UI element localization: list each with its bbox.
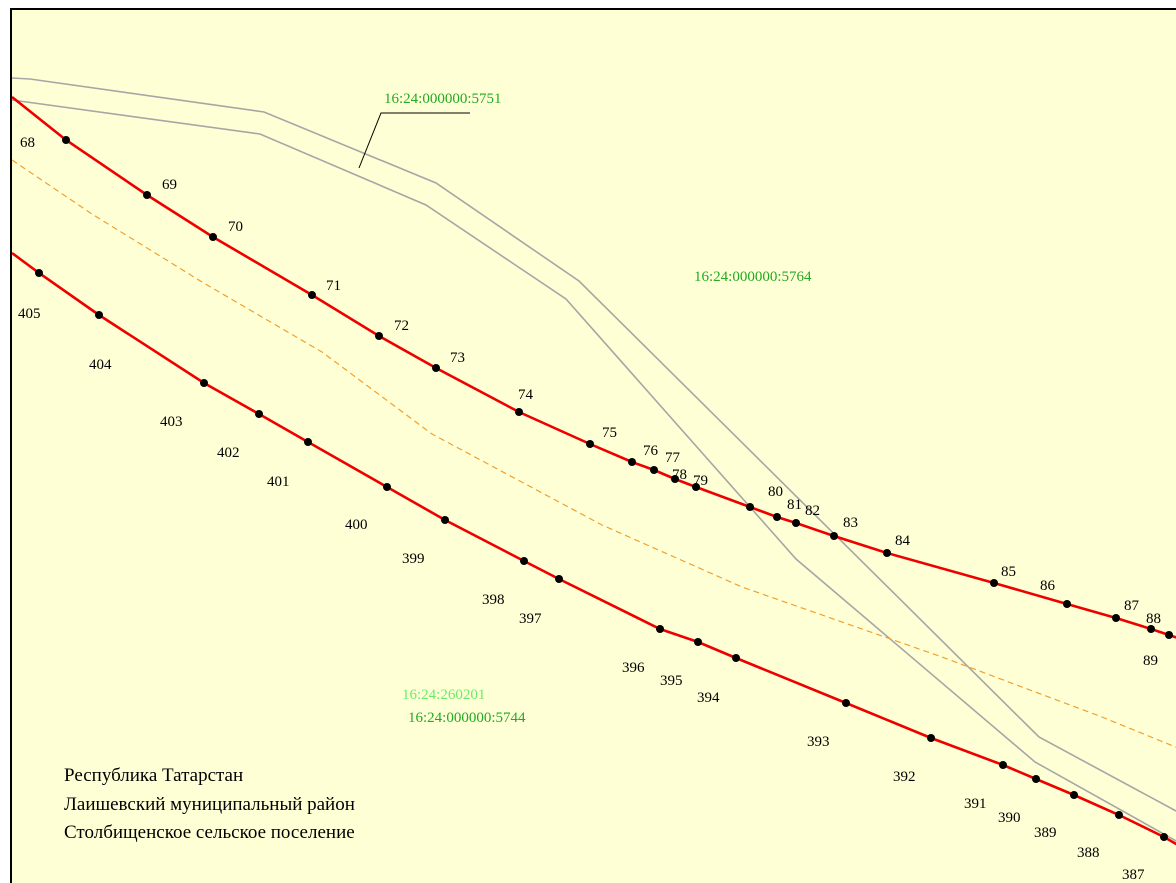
vertex-points bbox=[35, 136, 1173, 841]
upper-point-label-73: 73 bbox=[450, 350, 465, 366]
region-line-settlement: Столбищенское сельское поселение bbox=[64, 822, 355, 843]
parcel-label-5744[interactable]: 16:24:000000:5744 bbox=[408, 710, 526, 726]
lower-point-label-405: 405 bbox=[18, 306, 41, 322]
lower-point-label-392: 392 bbox=[893, 769, 916, 785]
lower-point-label-399: 399 bbox=[402, 551, 425, 567]
upper-point-label-80: 80 bbox=[768, 484, 783, 500]
upper-point-68[interactable] bbox=[62, 136, 70, 144]
boundary-line-upper bbox=[12, 95, 1176, 639]
upper-point-label-79: 79 bbox=[693, 473, 708, 489]
upper-point-label-69: 69 bbox=[162, 177, 177, 193]
upper-point-label-89: 89 bbox=[1143, 653, 1158, 669]
lower-point-387[interactable] bbox=[1160, 833, 1168, 841]
lower-point-label-403: 403 bbox=[160, 414, 183, 430]
lower-point-388[interactable] bbox=[1115, 811, 1123, 819]
lower-point-404[interactable] bbox=[95, 311, 103, 319]
upper-point-label-83: 83 bbox=[843, 515, 858, 531]
parcel-border-upper bbox=[12, 77, 1176, 812]
upper-point-label-70: 70 bbox=[228, 219, 243, 235]
upper-point-label-86: 86 bbox=[1040, 578, 1056, 594]
upper-point-label-84: 84 bbox=[895, 533, 911, 549]
upper-point-label-81: 81 bbox=[787, 497, 802, 513]
upper-point-71[interactable] bbox=[308, 291, 316, 299]
parcel-label-5764[interactable]: 16:24:000000:5764 bbox=[694, 269, 812, 285]
upper-point-label-77: 77 bbox=[665, 450, 681, 466]
lower-point-label-398: 398 bbox=[482, 592, 505, 608]
upper-point-label-72: 72 bbox=[394, 318, 409, 334]
lower-point-label-394: 394 bbox=[697, 690, 720, 706]
upper-point-86[interactable] bbox=[1063, 600, 1071, 608]
lower-point-403[interactable] bbox=[200, 379, 208, 387]
parcel-border-lower bbox=[12, 99, 1176, 842]
upper-point-79[interactable] bbox=[692, 483, 700, 491]
upper-point-label-82: 82 bbox=[805, 503, 820, 519]
upper-point-label-71: 71 bbox=[326, 278, 341, 294]
upper-point-label-74: 74 bbox=[518, 387, 534, 403]
upper-point-76[interactable] bbox=[628, 458, 636, 466]
upper-point-85[interactable] bbox=[990, 579, 998, 587]
lower-point-396[interactable] bbox=[656, 625, 664, 633]
upper-point-75[interactable] bbox=[586, 440, 594, 448]
upper-point-88[interactable] bbox=[1147, 625, 1155, 633]
dashed-line bbox=[12, 159, 1176, 748]
lower-point-label-397: 397 bbox=[519, 611, 542, 627]
upper-point-84[interactable] bbox=[883, 549, 891, 557]
upper-point-label-76: 76 bbox=[643, 443, 659, 459]
parcel-label-5751[interactable]: 16:24:000000:5751 bbox=[384, 91, 502, 107]
upper-point-label-88: 88 bbox=[1146, 611, 1161, 627]
upper-point-69[interactable] bbox=[143, 191, 151, 199]
upper-point-label-68: 68 bbox=[20, 135, 35, 151]
upper-point-74[interactable] bbox=[515, 408, 523, 416]
label-leader-line bbox=[358, 112, 470, 169]
lower-point-395[interactable] bbox=[694, 638, 702, 646]
upper-point-82[interactable] bbox=[792, 519, 800, 527]
lower-point-label-396: 396 bbox=[622, 660, 645, 676]
upper-point-label-85: 85 bbox=[1001, 564, 1016, 580]
lower-point-400[interactable] bbox=[383, 483, 391, 491]
lower-point-label-388: 388 bbox=[1077, 845, 1100, 861]
lower-point-label-391: 391 bbox=[964, 796, 987, 812]
lower-point-393[interactable] bbox=[842, 699, 850, 707]
lower-point-392[interactable] bbox=[927, 734, 935, 742]
lower-point-402[interactable] bbox=[255, 410, 263, 418]
upper-point-78[interactable] bbox=[671, 475, 679, 483]
map-frame[interactable]: 68 69 70 71 72 73 74 75 76 77 78 79 80 81 82 83 84 85 86 87… bbox=[10, 8, 1176, 883]
upper-point-89[interactable] bbox=[1165, 631, 1173, 639]
region-line-republic: Республика Татарстан bbox=[64, 765, 244, 786]
lower-point-394[interactable] bbox=[732, 654, 740, 662]
lower-point-label-387: 387 bbox=[1122, 867, 1145, 883]
lower-point-label-393: 393 bbox=[807, 734, 830, 750]
lower-point-397[interactable] bbox=[555, 575, 563, 583]
lower-point-label-395: 395 bbox=[660, 673, 683, 689]
lower-point-label-404: 404 bbox=[89, 357, 112, 373]
lower-point-401[interactable] bbox=[304, 438, 312, 446]
lower-point-label-390: 390 bbox=[998, 810, 1021, 826]
upper-point-81[interactable] bbox=[773, 513, 781, 521]
boundary-line-lower bbox=[12, 251, 1176, 846]
lower-point-405[interactable] bbox=[35, 269, 43, 277]
lower-point-390[interactable] bbox=[1032, 775, 1040, 783]
upper-point-73[interactable] bbox=[432, 364, 440, 372]
upper-point-label-78: 78 bbox=[672, 467, 687, 483]
quarter-label[interactable]: 16:24:260201 bbox=[402, 687, 486, 703]
upper-point-80[interactable] bbox=[746, 503, 754, 511]
lower-point-label-389: 389 bbox=[1034, 825, 1057, 841]
lower-point-389[interactable] bbox=[1070, 791, 1078, 799]
lower-point-label-400: 400 bbox=[345, 517, 368, 533]
upper-point-label-75: 75 bbox=[602, 425, 617, 441]
lower-point-391[interactable] bbox=[999, 761, 1007, 769]
lower-point-label-402: 402 bbox=[217, 445, 240, 461]
upper-point-87[interactable] bbox=[1112, 614, 1120, 622]
lower-point-label-401: 401 bbox=[267, 474, 290, 490]
region-line-district: Лаишевский муниципальный район bbox=[64, 794, 355, 815]
lower-point-399[interactable] bbox=[441, 516, 449, 524]
upper-point-77[interactable] bbox=[650, 466, 658, 474]
upper-point-72[interactable] bbox=[375, 332, 383, 340]
upper-point-70[interactable] bbox=[209, 233, 217, 241]
lower-point-398[interactable] bbox=[520, 557, 528, 565]
upper-point-label-87: 87 bbox=[1124, 598, 1140, 614]
upper-point-83[interactable] bbox=[830, 532, 838, 540]
